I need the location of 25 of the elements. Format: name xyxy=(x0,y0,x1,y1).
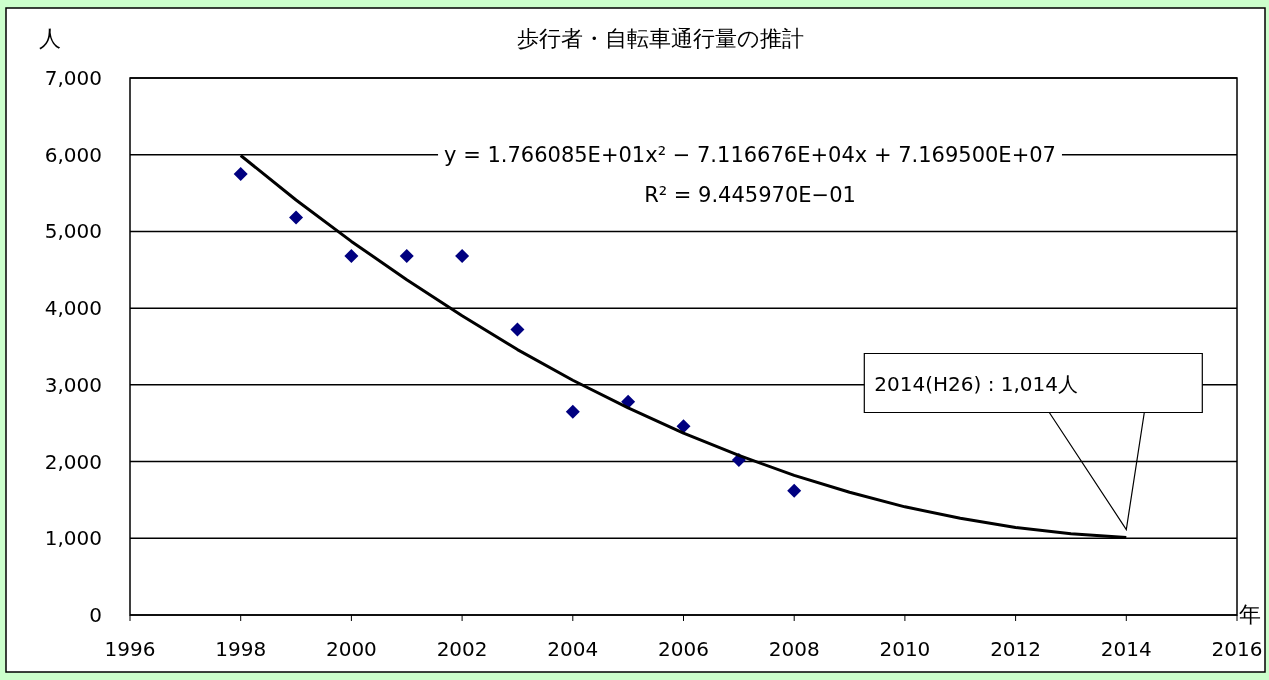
annotation: R² = 9.445970E−01 xyxy=(644,182,856,207)
x-tick-label: 1996 xyxy=(104,637,156,661)
x-tick-label: 2016 xyxy=(1211,637,1263,661)
x-tick-label: 2006 xyxy=(658,637,709,661)
x-axis-title: 年 xyxy=(1239,602,1261,627)
y-tick-label: 2,000 xyxy=(44,449,102,474)
y-tick-label: 3,000 xyxy=(44,372,102,397)
x-tick-label: 2012 xyxy=(990,637,1042,661)
x-tick-label: 1998 xyxy=(215,637,267,661)
y-tick-label: 5,000 xyxy=(44,219,102,244)
y-tick-label: 7,000 xyxy=(44,66,102,90)
x-tick-label: 2014 xyxy=(1100,637,1152,661)
x-tick-label: 2004 xyxy=(547,637,599,661)
y-axis-title: 人 xyxy=(39,26,61,51)
chart-title: 歩行者・自転車通行量の推計 xyxy=(516,26,804,51)
x-tick-label: 2002 xyxy=(436,637,488,661)
y-tick-label: 6,000 xyxy=(44,142,102,167)
x-tick-label: 2000 xyxy=(325,637,377,661)
annotation: y = 1.766085E+01x² − 7.116676E+04x + 7.169500E+07 xyxy=(444,142,1056,167)
x-tick-label: 2008 xyxy=(768,637,820,661)
y-tick-label: 1,000 xyxy=(44,526,102,551)
x-tick-label: 2010 xyxy=(879,637,931,661)
annotation: 2014(H26) : 1,014人 xyxy=(874,371,1078,396)
y-tick-label: 4,000 xyxy=(44,296,102,321)
y-tick-label: 0 xyxy=(89,603,102,627)
